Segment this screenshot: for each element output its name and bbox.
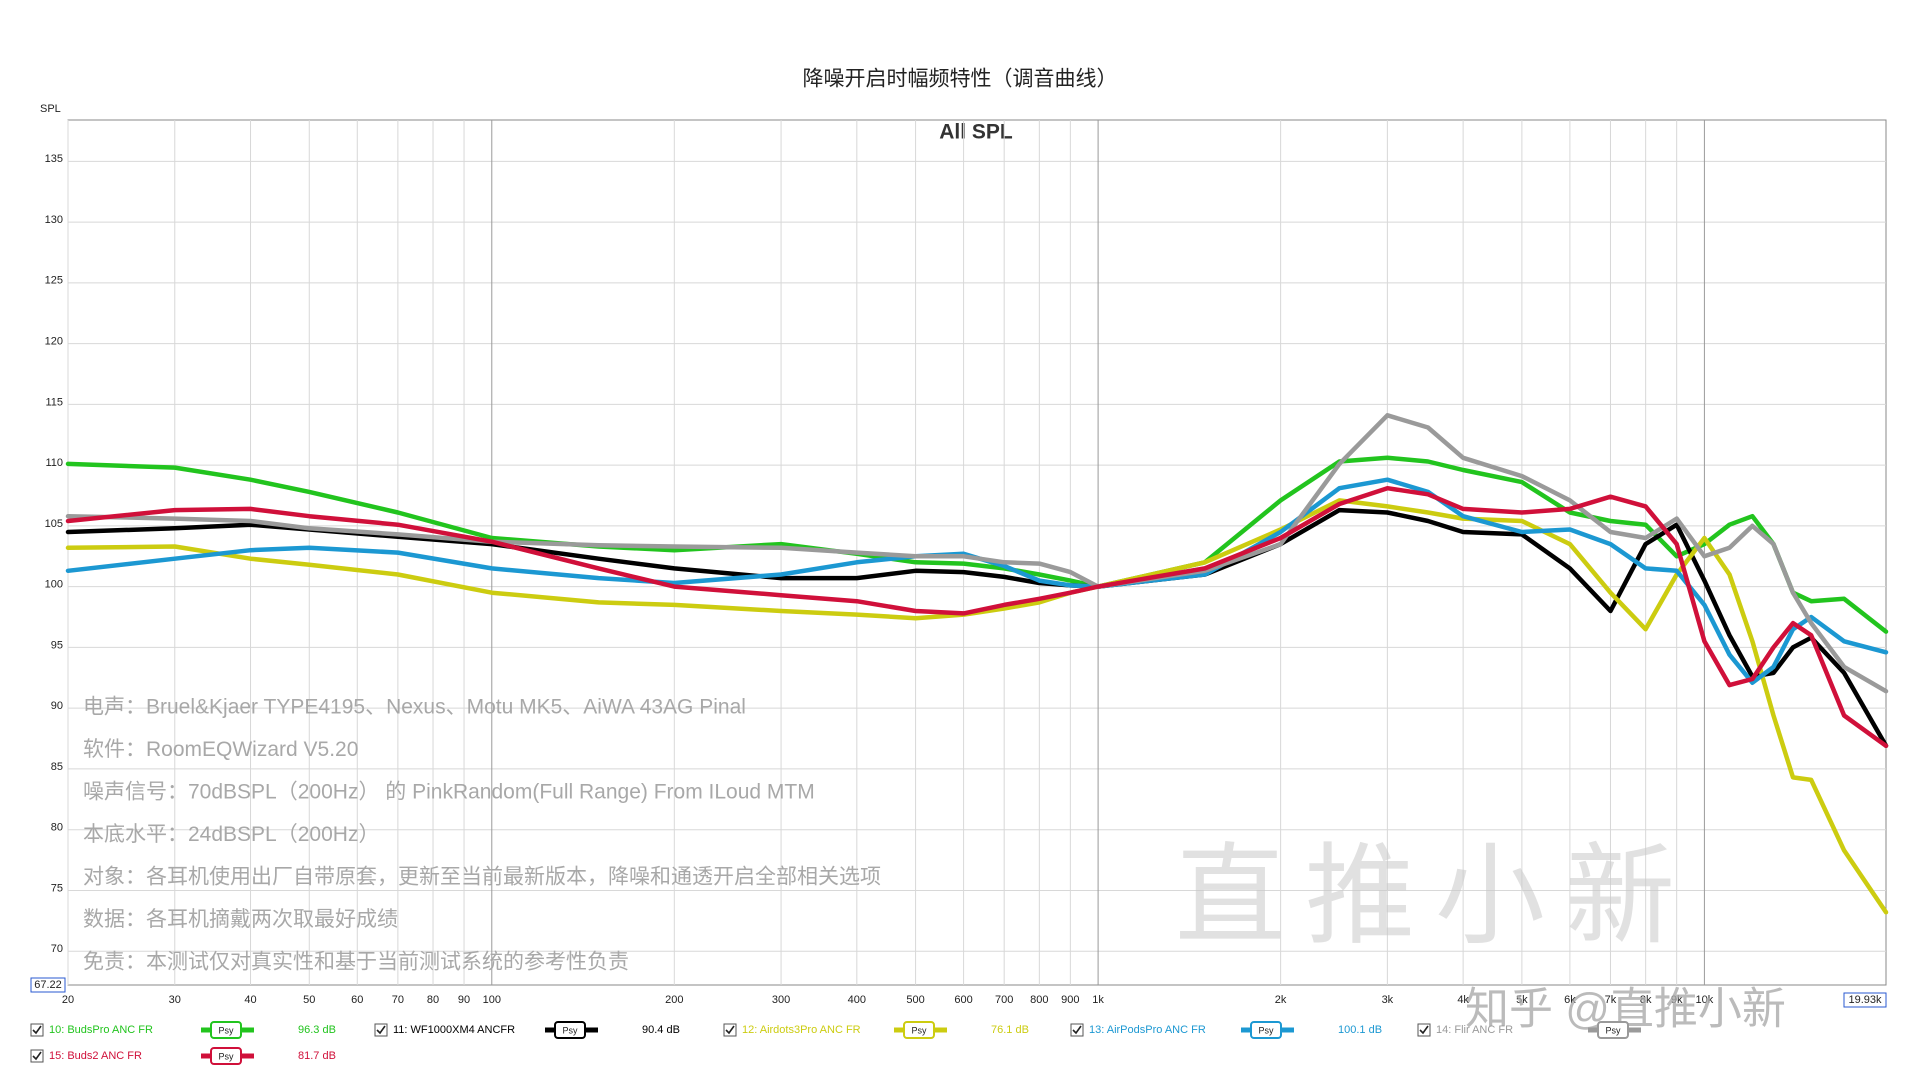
x-tick-label: 90 bbox=[458, 994, 470, 1006]
legend-checkbox[interactable] bbox=[1417, 1023, 1431, 1037]
x-tick-label: 200 bbox=[665, 994, 683, 1006]
lines bbox=[65, 413, 1889, 915]
y-tick-label: 70 bbox=[51, 943, 63, 955]
x-tick-label: 2k bbox=[1275, 994, 1287, 1006]
y-tick-label: 110 bbox=[45, 457, 63, 469]
series-line bbox=[65, 413, 1889, 694]
note-line: 噪声信号：70dBSPL（200Hz） 的 PinkRandom(Full Ra… bbox=[83, 781, 815, 804]
x-tick-label: 3k bbox=[1382, 994, 1394, 1006]
y-limit-box bbox=[30, 977, 66, 993]
note-line: 电声：Bruel&Kjaer TYPE4195、Nexus、Motu MK5、A… bbox=[83, 696, 746, 719]
y-tick-label: 115 bbox=[45, 396, 63, 408]
legend-button-label: Psy bbox=[911, 1025, 927, 1035]
legend-level: 90.4 dB bbox=[642, 1024, 680, 1036]
legend-label: 14: Flir ANC FR bbox=[1436, 1024, 1513, 1036]
x-tick-label: 40 bbox=[244, 994, 256, 1006]
legend-label: 12: Airdots3Pro ANC FR bbox=[742, 1024, 861, 1036]
y-tick-label: 130 bbox=[45, 214, 63, 226]
x-tick-label: 100 bbox=[483, 994, 501, 1006]
note-line: 免责：本测试仅对真实性和基于当前测试系统的参考性负责 bbox=[83, 951, 629, 974]
x-tick-label: 7k bbox=[1605, 994, 1617, 1006]
x-tick-label: 60 bbox=[351, 994, 363, 1006]
legend-button-label: Psy bbox=[218, 1051, 234, 1061]
legend-button[interactable] bbox=[903, 1021, 935, 1039]
legend-checkbox[interactable] bbox=[374, 1023, 388, 1037]
x-tick-label: 9k bbox=[1671, 994, 1683, 1006]
legend-label: 10: BudsPro ANC FR bbox=[49, 1024, 153, 1036]
x-tick-label: 900 bbox=[1061, 994, 1079, 1006]
chart-subtitle: All SPL bbox=[939, 121, 1013, 144]
legend-level: 100.1 dB bbox=[1338, 1024, 1382, 1036]
legend-button[interactable] bbox=[210, 1047, 242, 1065]
legend-level: 76.1 dB bbox=[991, 1024, 1029, 1036]
note-line: 软件：RoomEQWizard V5.20 bbox=[83, 738, 358, 761]
x-tick-label: 20 bbox=[62, 994, 74, 1006]
legend-button-label: Psy bbox=[1258, 1025, 1274, 1035]
legend-check bbox=[376, 1025, 386, 1035]
x-tick-label: 50 bbox=[303, 994, 315, 1006]
x-tick-label: 1k bbox=[1092, 994, 1104, 1006]
legend-button[interactable] bbox=[1597, 1021, 1629, 1039]
x-tick-label: 600 bbox=[954, 994, 972, 1006]
legend: 10: BudsPro ANC FR Psy 96.3 dB 11: WF1000XM… bbox=[30, 1021, 1641, 1065]
x-tick-label: 500 bbox=[906, 994, 924, 1006]
y-tick-label: 75 bbox=[51, 882, 63, 894]
legend-label: 15: Buds2 ANC FR bbox=[49, 1050, 142, 1062]
legend-button-label: Psy bbox=[218, 1025, 234, 1035]
series-line bbox=[65, 485, 1889, 749]
legend-checkbox[interactable] bbox=[723, 1023, 737, 1037]
x-tick-label: 800 bbox=[1030, 994, 1048, 1006]
legend-level: 96.3 dB bbox=[298, 1024, 336, 1036]
legend-label: 13: AirPodsPro ANC FR bbox=[1089, 1024, 1206, 1036]
note-line: 对象：各耳机使用出厂自带原套，更新至当前最新版本，降噪和通透开启全部相关选项 bbox=[83, 866, 881, 889]
legend-check bbox=[32, 1025, 42, 1035]
legend-check bbox=[32, 1051, 42, 1061]
x-tick-label: 5k bbox=[1516, 994, 1528, 1006]
x-limit-box bbox=[1843, 992, 1887, 1008]
legend-button[interactable] bbox=[1250, 1021, 1282, 1039]
x-tick-label: 700 bbox=[995, 994, 1013, 1006]
y-tick-label: 95 bbox=[51, 639, 63, 651]
legend-check bbox=[1072, 1025, 1082, 1035]
legend-button[interactable] bbox=[554, 1021, 586, 1039]
legend-checkbox[interactable] bbox=[30, 1023, 44, 1037]
x-tick-label: 400 bbox=[848, 994, 866, 1006]
legend-level: 81.7 dB bbox=[298, 1050, 336, 1062]
x-tick-label: 80 bbox=[427, 994, 439, 1006]
y-tick-label: 85 bbox=[51, 761, 63, 773]
watermark: 直推小新 bbox=[1175, 835, 1695, 958]
legend-button-label: Psy bbox=[1605, 1025, 1621, 1035]
x-tick-label: 70 bbox=[392, 994, 404, 1006]
y-tick-label: 125 bbox=[45, 275, 63, 287]
x-tick-label: 19.93k bbox=[1848, 994, 1882, 1006]
legend-checkbox[interactable] bbox=[1070, 1023, 1084, 1037]
y-tick-label: 90 bbox=[51, 700, 63, 712]
notes: 电声：Bruel&Kjaer TYPE4195、Nexus、Motu MK5、A… bbox=[83, 696, 881, 974]
y-axis-label: SPL bbox=[40, 103, 61, 115]
x-tick-label: 8k bbox=[1640, 994, 1652, 1006]
legend-label: 11: WF1000XM4 ANCFR bbox=[393, 1024, 515, 1036]
legend-check bbox=[725, 1025, 735, 1035]
y-tick-label: 105 bbox=[45, 518, 63, 530]
note-line: 本底水平：24dBSPL（200Hz） bbox=[83, 823, 379, 846]
chart-title: 降噪开启时幅频特性（调音曲线） bbox=[803, 68, 1118, 91]
y-tick-label: 135 bbox=[45, 153, 63, 165]
y-tick-label: 67.22 bbox=[34, 979, 62, 991]
y-tick-label: 80 bbox=[51, 822, 63, 834]
legend-button-label: Psy bbox=[562, 1025, 578, 1035]
series-line bbox=[65, 477, 1889, 685]
note-line: 数据：各耳机摘戴两次取最好成绩 bbox=[83, 908, 398, 931]
legend-checkbox[interactable] bbox=[30, 1049, 44, 1063]
x-tick-label: 300 bbox=[772, 994, 790, 1006]
x-tick-label: 4k bbox=[1457, 994, 1469, 1006]
x-tick-label: 30 bbox=[169, 994, 181, 1006]
x-tick-label: 6k bbox=[1564, 994, 1576, 1006]
legend-button[interactable] bbox=[210, 1021, 242, 1039]
legend-check bbox=[1419, 1025, 1429, 1035]
x-tick-label: 10k bbox=[1696, 994, 1714, 1006]
y-tick-label: 120 bbox=[45, 336, 63, 348]
y-tick-label: 100 bbox=[45, 579, 63, 591]
